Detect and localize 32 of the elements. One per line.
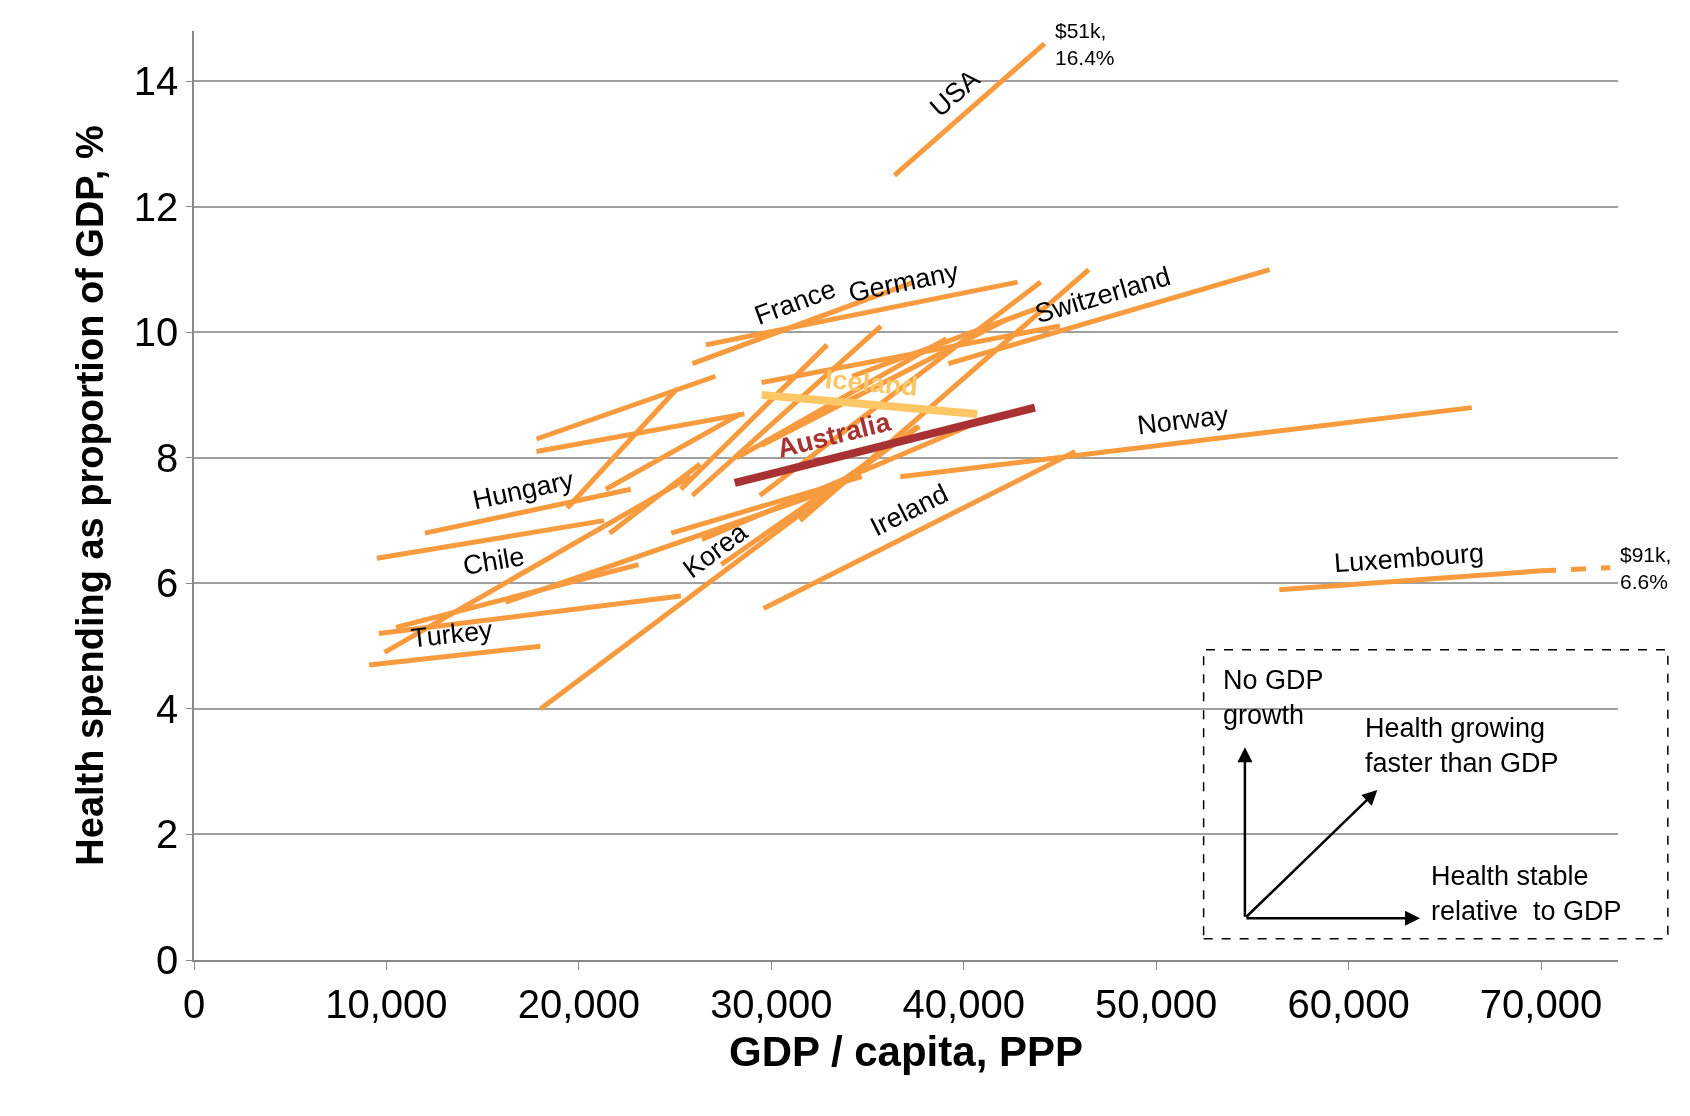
x-tick-label: 60,000 <box>1287 981 1410 1026</box>
annotation: Health growing faster than GDP <box>1365 713 1559 779</box>
annotation: $91k, 6.6% <box>1620 543 1672 594</box>
text: Chile <box>460 541 527 581</box>
y-tick-label: 12 <box>133 184 179 229</box>
y-tick-label: 8 <box>156 435 179 480</box>
x-tick-label: 10,000 <box>325 981 448 1026</box>
text: Germany <box>846 256 962 308</box>
y-tick-label: 0 <box>156 938 179 982</box>
text: France <box>750 273 840 331</box>
annotation: Health stable relative to GDP <box>1431 861 1622 927</box>
y-tick-label: 2 <box>156 812 179 857</box>
x-tick-label: 20,000 <box>517 981 641 1026</box>
y-tick-label: 4 <box>156 686 179 731</box>
y-tick-label: 10 <box>133 310 179 355</box>
text: Hungary <box>470 464 577 516</box>
x-tick-label: 50,000 <box>1094 981 1218 1026</box>
text: Turkey <box>409 614 495 654</box>
x-axis-title: GDP / capita, PPP <box>728 1028 1084 1076</box>
series-label: Iceland <box>823 364 920 403</box>
x-tick-label: 70,000 <box>1479 981 1603 1026</box>
x-tick-label: 30,000 <box>710 981 833 1026</box>
y-tick-label: 14 <box>133 59 179 104</box>
x-tick-label: 40,000 <box>902 981 1025 1026</box>
text: USA <box>924 63 986 123</box>
text: Australia <box>774 406 895 464</box>
y-axis-title: Health spending as proportion of GDP, % <box>69 125 112 866</box>
annotation: $51k, 16.4% <box>1055 19 1115 70</box>
annotation: No GDP growth <box>1223 665 1324 731</box>
text: Norway <box>1135 399 1231 441</box>
y-tick-label: 6 <box>156 561 179 606</box>
series-label: Luxembourg <box>1333 537 1485 579</box>
